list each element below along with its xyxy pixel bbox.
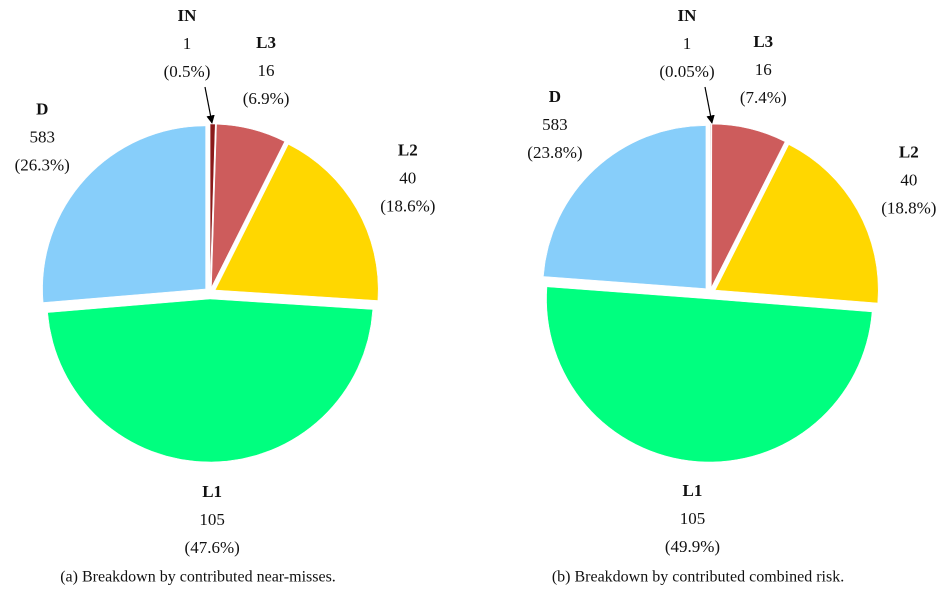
slice-count: 105 — [680, 509, 706, 528]
slice-percent: (49.9%) — [665, 537, 720, 556]
slice-count: 583 — [542, 115, 568, 134]
pie-slice — [543, 125, 707, 289]
pie-slice — [42, 125, 206, 303]
slice-percent: (7.4%) — [740, 88, 787, 107]
slice-count: 583 — [29, 128, 55, 147]
slice-name: L2 — [398, 141, 418, 160]
slice-percent: (47.6%) — [185, 538, 240, 557]
slice-percent: (18.6%) — [380, 197, 435, 216]
slice-name: IN — [178, 6, 198, 25]
slice-name: IN — [678, 6, 698, 25]
slice-name: D — [549, 87, 561, 106]
slice-count: 40 — [900, 170, 917, 189]
slice-name: L2 — [899, 142, 919, 161]
slice-percent: (23.8%) — [527, 143, 582, 162]
pie-slice — [714, 144, 879, 304]
caption: (a) Breakdown by contributed near-misses… — [60, 569, 336, 586]
slice-count: 16 — [755, 60, 772, 79]
slice-name: L1 — [202, 482, 222, 501]
pie-slice — [209, 123, 216, 288]
pie-slice — [711, 123, 786, 288]
pie-slice — [709, 123, 711, 288]
slice-count: 40 — [399, 169, 416, 188]
pie-slice — [211, 124, 285, 288]
pie-slice — [546, 286, 873, 463]
slice-count: 105 — [199, 510, 225, 529]
pie-slice — [47, 298, 373, 463]
slice-percent: (18.8%) — [881, 198, 936, 217]
caption: (b) Breakdown by contributed combined ri… — [552, 569, 844, 586]
slice-count: 1 — [683, 34, 692, 53]
slice-percent: (0.5%) — [164, 62, 211, 81]
slice-percent: (6.9%) — [243, 89, 290, 108]
label-arrow — [704, 86, 715, 124]
slice-name: D — [36, 100, 48, 119]
slice-name: L3 — [256, 33, 276, 52]
slice-percent: (0.05%) — [659, 62, 714, 81]
label-arrow — [204, 86, 215, 124]
slice-percent: (26.3%) — [15, 156, 70, 175]
slice-count: 16 — [258, 61, 275, 80]
slice-count: 1 — [183, 34, 192, 53]
slice-name: L1 — [683, 481, 703, 500]
slice-name: L3 — [753, 32, 773, 51]
pie-slice — [214, 144, 379, 301]
